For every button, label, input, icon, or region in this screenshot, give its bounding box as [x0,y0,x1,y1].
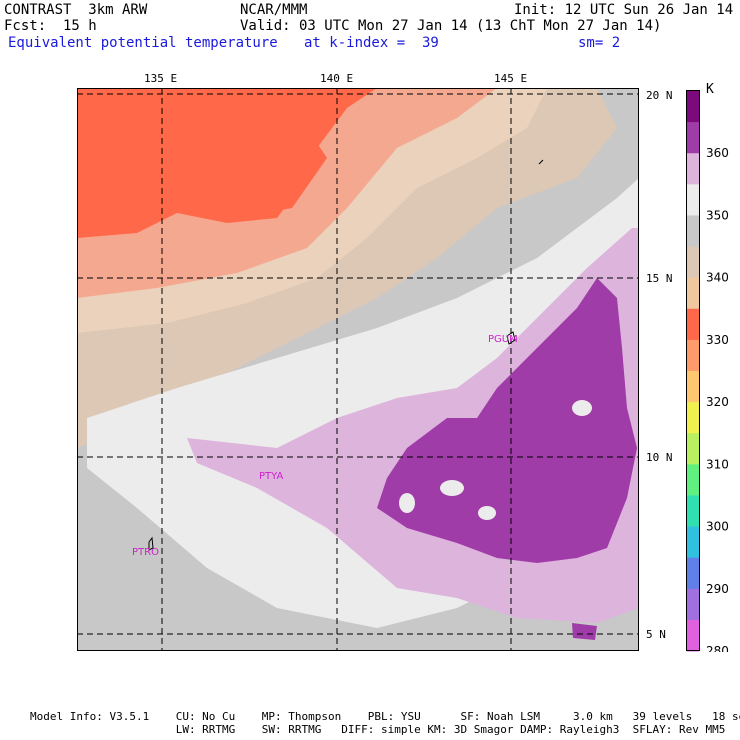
colorbar-tick-label: 330 [706,333,729,347]
model-info-line2: LW: RRTMG SW: RRTMG DIFF: simple KM: 3D … [30,723,726,736]
colorbar-swatch [687,184,699,216]
lat-label-20: 20 N [646,89,673,102]
forecast-hour: Fcst: 15 h [4,18,97,34]
colorbar-swatch [687,464,699,496]
lon-label-145: 145 E [494,72,528,85]
palau-outline [148,536,154,551]
model-info-line1: Model Info: V3.5.1 CU: No Cu MP: Thompso… [30,710,740,723]
colorbar-swatch [687,371,699,403]
colorbar-tick-label: 300 [706,520,729,534]
islet-north [538,159,544,165]
colorbar-swatch [687,339,699,372]
lon-label-140: 140 E [320,72,354,85]
valid-time: Valid: 03 UTC Mon 27 Jan 14 (13 ChT Mon … [240,18,662,34]
map-frame [77,88,639,651]
colorbar-tick-label: 280 [706,644,729,652]
field-name: Equivalent potential temperature [8,35,278,51]
lat-label-5: 5 N [646,628,666,641]
pocket-3 [572,400,592,416]
colorbar-swatch [687,308,699,341]
pocket-2 [399,493,415,513]
lat-label-10: 10 N [646,451,673,464]
colorbar-swatch [687,495,699,528]
colorbar-tick-label: 310 [706,457,729,471]
colorbar-swatch [687,153,699,185]
pocket-1 [440,480,464,496]
colorbar-swatch [687,557,699,590]
colorbar-swatch [687,526,699,559]
colorbar-swatch [687,402,699,434]
band-330-b [217,128,327,218]
colorbar-swatch [687,588,699,621]
colorbar-tick-label: 360 [706,146,729,160]
model-title: CONTRAST 3km ARW [4,2,148,18]
band-365-south [572,623,597,640]
colorbar-tick-label: 350 [706,208,729,222]
colorbar-swatch [687,619,699,652]
pocket-4 [478,506,496,520]
colorbar-swatch [687,433,699,465]
colorbar-tick-label: 320 [706,395,729,409]
colorbar: 360350340330320310300290280270 [686,90,729,652]
center-label: NCAR/MMM [240,2,308,18]
colorbar-unit: K [706,82,714,97]
colorbar-swatch [687,215,699,248]
theta-e-map: PGUM PTYA PTRO [77,88,639,651]
smoothing-label: sm= 2 [578,35,621,51]
colorbar-swatch [687,277,699,310]
guam-outline [506,331,516,345]
init-time: Init: 12 UTC Sun 26 Jan 14 [514,2,734,18]
colorbar-tick-label: 340 [706,271,729,285]
lat-label-15: 15 N [646,272,673,285]
colorbar-swatch [687,91,699,123]
lon-label-135: 135 E [144,72,178,85]
colorbar-swatch [687,122,699,154]
colorbar-tick-label: 290 [706,582,729,596]
station-pgum: PGUM [488,334,518,345]
station-ptro: PTRO [132,547,159,558]
level-label: at k-index = 39 [304,35,439,51]
station-ptya: PTYA [259,471,283,482]
colorbar-swatch [687,246,699,279]
